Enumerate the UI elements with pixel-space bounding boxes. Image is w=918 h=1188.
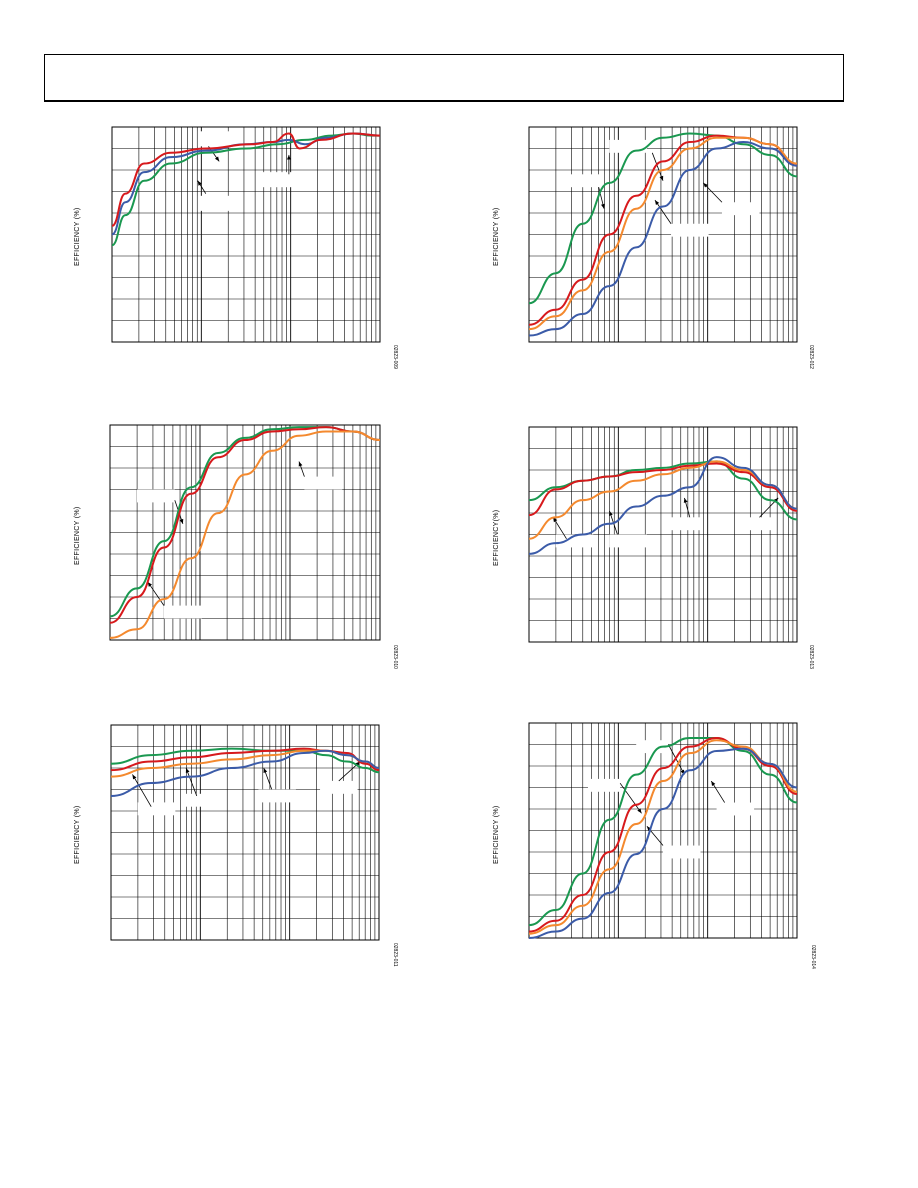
figure-code: 02823-013	[808, 645, 814, 669]
arrow-head	[286, 154, 291, 160]
label-box	[164, 605, 202, 619]
arrow-head	[637, 808, 642, 814]
callout-arrow	[651, 152, 664, 181]
figure-code: 02823-011	[392, 943, 398, 967]
series-line-orange	[109, 430, 381, 639]
arrow-head	[355, 761, 361, 767]
arrow-head	[185, 768, 190, 773]
series-line-orange	[528, 136, 798, 331]
label-box	[137, 489, 175, 503]
arrow-head	[711, 781, 716, 786]
callout-arrow	[185, 767, 198, 797]
arrow-head	[132, 774, 137, 780]
arrow-head	[683, 497, 688, 503]
series-line-red	[111, 132, 381, 227]
arrow-head	[553, 517, 558, 523]
label-box	[735, 517, 773, 531]
label-box	[721, 202, 760, 216]
efficiency-chart-2	[528, 126, 798, 343]
series-line-green	[528, 737, 798, 927]
callout-arrow	[147, 581, 165, 606]
arrow-head	[197, 180, 202, 186]
arrow-head	[609, 510, 613, 516]
label-box	[555, 534, 594, 548]
label-box	[183, 793, 221, 807]
series-line-red	[109, 426, 381, 624]
label-box	[320, 780, 358, 794]
label-box	[137, 802, 176, 816]
series-line-blue	[528, 747, 798, 939]
label-box	[262, 172, 295, 188]
arrow-head	[179, 518, 184, 524]
figure-code: 02823-012	[808, 345, 814, 369]
arrow-head	[601, 203, 605, 209]
label-box	[716, 802, 755, 816]
arrow-head	[263, 768, 268, 773]
label-box	[663, 517, 701, 531]
label-box	[671, 223, 709, 237]
series-line-blue	[528, 456, 798, 555]
series-line-green	[110, 747, 380, 774]
label-box	[566, 174, 605, 188]
series-line-orange	[528, 460, 798, 540]
callout-arrow	[668, 744, 685, 775]
series-line-blue	[110, 749, 380, 797]
label-box	[587, 778, 621, 792]
label-box	[304, 476, 343, 490]
y-axis-label: EFFICIENCY (%)	[74, 207, 81, 266]
figure-code: 02823-014	[810, 945, 816, 969]
series-line-green	[528, 132, 798, 305]
arrow-head	[703, 182, 708, 188]
label-box	[636, 740, 669, 754]
arrow-head	[147, 581, 153, 587]
arrow-head	[214, 156, 220, 162]
y-axis-label: EFFICIENCY (%)	[74, 805, 81, 864]
y-axis-label: EFFICIENCY(%)	[493, 509, 500, 566]
series-line-blue	[528, 141, 798, 337]
series-line-red	[528, 462, 798, 517]
callout-arrow	[132, 774, 152, 807]
efficiency-chart-3	[109, 424, 381, 641]
figure-code: 02823-009	[392, 345, 398, 369]
y-axis-label: EFFICIENCY (%)	[493, 805, 500, 864]
callout-arrow	[619, 782, 642, 814]
header-box	[44, 54, 844, 102]
label-box	[197, 195, 230, 211]
figure-code: 02823-010	[392, 645, 398, 669]
label-box	[609, 534, 647, 548]
arrow-head	[646, 826, 652, 831]
series-line-orange	[528, 739, 798, 935]
efficiency-chart-6	[528, 722, 798, 939]
efficiency-chart-5	[110, 724, 380, 941]
arrow-head	[773, 497, 779, 503]
callout-arrow	[654, 199, 672, 224]
label-box	[197, 131, 230, 147]
arrow-head	[298, 461, 303, 467]
label-box	[258, 789, 296, 803]
efficiency-chart-4	[528, 426, 798, 643]
label-box	[663, 845, 701, 859]
arrow-head	[659, 175, 664, 181]
label-box	[609, 139, 647, 153]
efficiency-chart-1	[111, 126, 381, 343]
arrow-head	[654, 200, 660, 206]
y-axis-label: EFFICIENCY (%)	[493, 207, 500, 266]
y-axis-label: EFFICIENCY (%)	[74, 506, 81, 565]
